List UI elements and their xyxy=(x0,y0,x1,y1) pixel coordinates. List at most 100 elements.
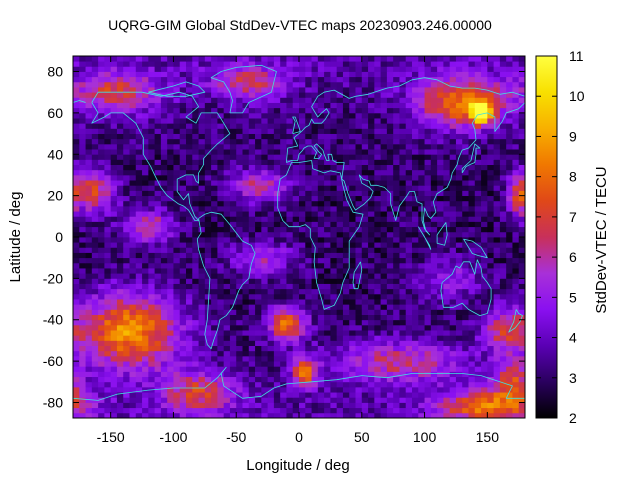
heatmap-cell xyxy=(499,355,507,362)
heatmap-cell xyxy=(154,216,162,222)
heatmap-cell xyxy=(267,195,275,202)
heatmap-cell xyxy=(506,169,513,176)
heatmap-cell xyxy=(91,185,99,191)
heatmap-cell xyxy=(135,330,143,336)
heatmap-cell xyxy=(418,149,425,155)
heatmap-cell xyxy=(512,299,520,305)
heatmap-cell xyxy=(462,154,469,160)
heatmap-cell xyxy=(355,195,363,202)
heatmap-cell xyxy=(305,61,312,67)
heatmap-cell xyxy=(455,185,463,191)
heatmap-cell xyxy=(455,299,463,305)
heatmap-cell xyxy=(399,288,407,295)
heatmap-cell xyxy=(368,190,375,197)
heatmap-cell xyxy=(280,112,287,119)
heatmap-cell xyxy=(311,169,319,176)
heatmap-cell xyxy=(462,87,469,93)
heatmap-cell xyxy=(336,71,344,78)
heatmap-cell xyxy=(324,149,331,155)
heatmap-cell xyxy=(142,299,149,305)
heatmap-cell xyxy=(487,231,495,238)
heatmap-cell xyxy=(355,309,363,315)
heatmap-cell xyxy=(211,330,218,336)
heatmap-cell xyxy=(116,143,124,150)
heatmap-cell xyxy=(474,174,482,181)
heatmap-cell xyxy=(455,371,463,378)
heatmap-cell xyxy=(462,273,469,279)
heatmap-cell xyxy=(154,273,162,279)
heatmap-cell xyxy=(330,371,338,378)
heatmap-cell xyxy=(412,154,419,160)
heatmap-cell xyxy=(167,205,174,212)
heatmap-cell xyxy=(386,102,394,109)
heatmap-cell xyxy=(374,87,382,93)
heatmap-cell xyxy=(173,216,181,222)
heatmap-cell xyxy=(499,273,507,279)
heatmap-cell xyxy=(455,309,463,315)
heatmap-cell xyxy=(499,71,507,78)
heatmap-cell xyxy=(229,97,237,103)
heatmap-cell xyxy=(261,87,269,93)
heatmap-cell xyxy=(148,138,156,145)
heatmap-cell xyxy=(512,402,520,409)
heatmap-cell xyxy=(481,314,488,321)
heatmap-cell xyxy=(443,242,451,248)
heatmap-cell xyxy=(73,299,80,305)
heatmap-cell xyxy=(135,107,143,114)
heatmap-cell xyxy=(148,195,156,202)
heatmap-cell xyxy=(499,242,507,248)
heatmap-cell xyxy=(236,128,243,134)
heatmap-cell xyxy=(280,123,287,129)
heatmap-cell xyxy=(443,164,451,171)
heatmap-cell xyxy=(317,169,325,176)
heatmap-cell xyxy=(148,76,156,83)
heatmap-cell xyxy=(273,268,281,274)
heatmap-cell xyxy=(229,366,237,372)
heatmap-cell xyxy=(173,283,181,290)
heatmap-cell xyxy=(355,237,363,243)
heatmap-cell xyxy=(380,81,388,88)
heatmap-cell xyxy=(336,205,344,212)
heatmap-cell xyxy=(129,392,137,398)
heatmap-cell xyxy=(255,392,262,398)
heatmap-cell xyxy=(98,345,105,352)
heatmap-cell xyxy=(135,324,143,331)
heatmap-cell xyxy=(236,118,243,124)
heatmap-cell xyxy=(405,247,413,253)
heatmap-cell xyxy=(462,340,469,346)
heatmap-cell xyxy=(368,180,375,186)
heatmap-cell xyxy=(186,376,193,383)
heatmap-cell xyxy=(91,216,99,222)
heatmap-cell xyxy=(104,407,112,414)
heatmap-cell xyxy=(186,118,193,124)
heatmap-cell xyxy=(493,164,501,171)
heatmap-cell xyxy=(512,412,520,419)
heatmap-cell xyxy=(349,143,356,150)
heatmap-cell xyxy=(217,242,225,248)
heatmap-cell xyxy=(173,350,181,357)
heatmap-cell xyxy=(349,324,356,331)
heatmap-cell xyxy=(104,247,112,253)
heatmap-cell xyxy=(211,257,218,264)
heatmap-cell xyxy=(135,319,143,326)
heatmap-cell xyxy=(342,345,350,352)
heatmap-cell xyxy=(468,319,476,326)
heatmap-cell xyxy=(192,97,199,103)
heatmap-cell xyxy=(399,283,407,290)
heatmap-cell xyxy=(468,169,476,176)
heatmap-cell xyxy=(242,231,250,238)
heatmap-cell xyxy=(349,87,356,93)
heatmap-cell xyxy=(506,412,513,419)
heatmap-cell xyxy=(437,330,444,336)
heatmap-cell xyxy=(468,366,476,372)
heatmap-cell xyxy=(487,211,495,217)
heatmap-cell xyxy=(167,324,174,331)
heatmap-cell xyxy=(468,102,476,109)
heatmap-cell xyxy=(512,87,520,93)
heatmap-cell xyxy=(468,138,476,145)
heatmap-cell xyxy=(424,66,432,72)
heatmap-cell xyxy=(236,340,243,346)
heatmap-cell xyxy=(154,211,162,217)
heatmap-cell xyxy=(116,138,124,145)
heatmap-cell xyxy=(412,221,419,228)
